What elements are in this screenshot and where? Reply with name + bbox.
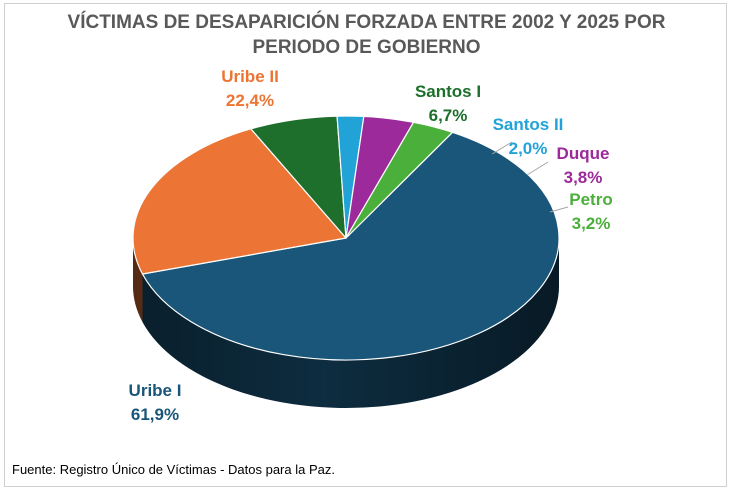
slice-value-duque: 3,8%	[564, 168, 603, 187]
chart-title-line-1: VÍCTIMAS DE DESAPARICIÓN FORZADA ENTRE 2…	[67, 12, 666, 33]
slice-value-santos-ii: 2,0%	[509, 139, 548, 158]
slice-label-santos-ii: Santos II	[493, 115, 564, 134]
slice-value-petro: 3,2%	[572, 214, 611, 233]
leader-line-duque	[526, 161, 549, 176]
source-note: Fuente: Registro Único de Víctimas - Dat…	[12, 462, 335, 477]
chart-title-line-2: PERIODO DE GOBIERNO	[252, 37, 481, 58]
leader-line-santos-ii	[491, 141, 513, 155]
slice-label-santos-i: Santos I	[415, 82, 481, 101]
pie-top-layer	[132, 115, 560, 361]
pie-side-layer	[133, 238, 559, 408]
slice-value-santos-i: 6,7%	[429, 106, 468, 125]
pie-leader-lines	[491, 141, 569, 213]
slice-uribe-ii	[132, 128, 347, 275]
slice-label-uribe-i: Uribe I	[129, 381, 182, 400]
chart-title: VÍCTIMAS DE DESAPARICIÓN FORZADA ENTRE 2…	[0, 10, 733, 60]
pie-side-shade	[133, 238, 559, 408]
slice-label-uribe-ii: Uribe II	[221, 67, 279, 86]
slice-label-petro: Petro	[569, 190, 612, 209]
slice-value-uribe-i: 61,9%	[131, 405, 179, 424]
slice-value-uribe-ii: 22,4%	[226, 91, 274, 110]
slice-petro	[345, 121, 454, 239]
leader-line-petro	[549, 206, 569, 213]
slice-uribe-i	[141, 131, 560, 361]
pie-labels: Uribe I 61,9% Uribe II 22,4% Santos I 6,7% San…	[129, 67, 613, 424]
slice-label-duque: Duque	[557, 144, 610, 163]
